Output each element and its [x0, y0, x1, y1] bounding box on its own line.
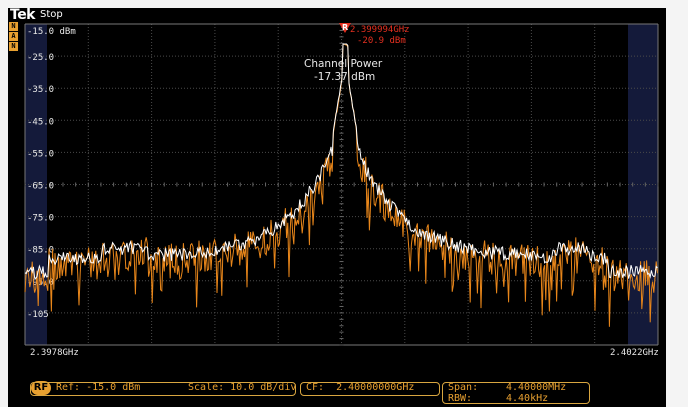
ref-scale-readout[interactable]: [30, 382, 296, 396]
y-axis-label: -55.0: [27, 149, 54, 159]
scale-readout: Scale: 10.0 dB/div: [188, 382, 297, 393]
mode-badge: N: [9, 22, 18, 31]
tek-logo: Tek: [10, 7, 36, 23]
readout-bar: RF Ref: -15.0 dBm Scale: 10.0 dB/div CF:…: [8, 381, 666, 407]
spectrum-plot: -15.0 dBm -25.0 -35.0 -45.0 -55.0 -65.0 -75.0 -…: [24, 23, 659, 358]
channel-power-label: Channel Power: [304, 58, 383, 70]
y-axis-label: -35.0: [27, 85, 54, 95]
x-start-label: 2.3978GHz: [30, 348, 79, 358]
span-label: Span:: [448, 382, 479, 393]
mode-badge: N: [9, 42, 18, 51]
mode-badge: A: [9, 32, 18, 41]
marker-triangle-icon[interactable]: [339, 23, 351, 33]
ref-level-readout: Ref: -15.0 dBm: [56, 382, 141, 393]
marker-level: -20.9 dBm: [357, 36, 406, 46]
rbw-value: 4.40kHz: [506, 393, 549, 404]
marker-frequency: 2.399994GHz: [350, 25, 410, 35]
y-axis-label: -45.0: [27, 117, 54, 127]
rbw-label: RBW:: [448, 393, 473, 404]
run-state: Stop: [40, 9, 63, 20]
span-value: 4.40000MHz: [506, 382, 567, 393]
y-axis-label: -25.0: [27, 53, 54, 63]
marker-symbol: R: [342, 23, 348, 32]
y-axis-label: -65.0: [27, 182, 54, 192]
trace-white: [24, 43, 658, 279]
status-header: Tek Stop: [8, 7, 666, 24]
y-axis-label: -75.0: [27, 214, 54, 224]
x-stop-label: 2.4022GHz: [610, 348, 659, 358]
marker-r[interactable]: R 2.399994GHz -20.9 dBm: [339, 23, 410, 46]
scope-screen: -15.0 dBm -25.0 -35.0 -45.0 -55.0 -65.0 -75.0 -…: [8, 7, 666, 381]
y-axis-label: -105: [27, 310, 49, 320]
center-frequency-readout[interactable]: [300, 382, 440, 396]
channel-power-value: -17.37 dBm: [314, 71, 375, 83]
mode-badges: N A N: [9, 22, 18, 52]
y-axis-label: -15.0 dBm: [27, 27, 76, 37]
y-axis-label: -85.0: [27, 246, 54, 256]
rf-badge[interactable]: RF: [31, 381, 51, 395]
left-band-shade: [25, 24, 47, 345]
span-rbw-readout[interactable]: [442, 382, 590, 404]
center-frequency-text: CF: 2.40000000GHz: [306, 382, 415, 393]
